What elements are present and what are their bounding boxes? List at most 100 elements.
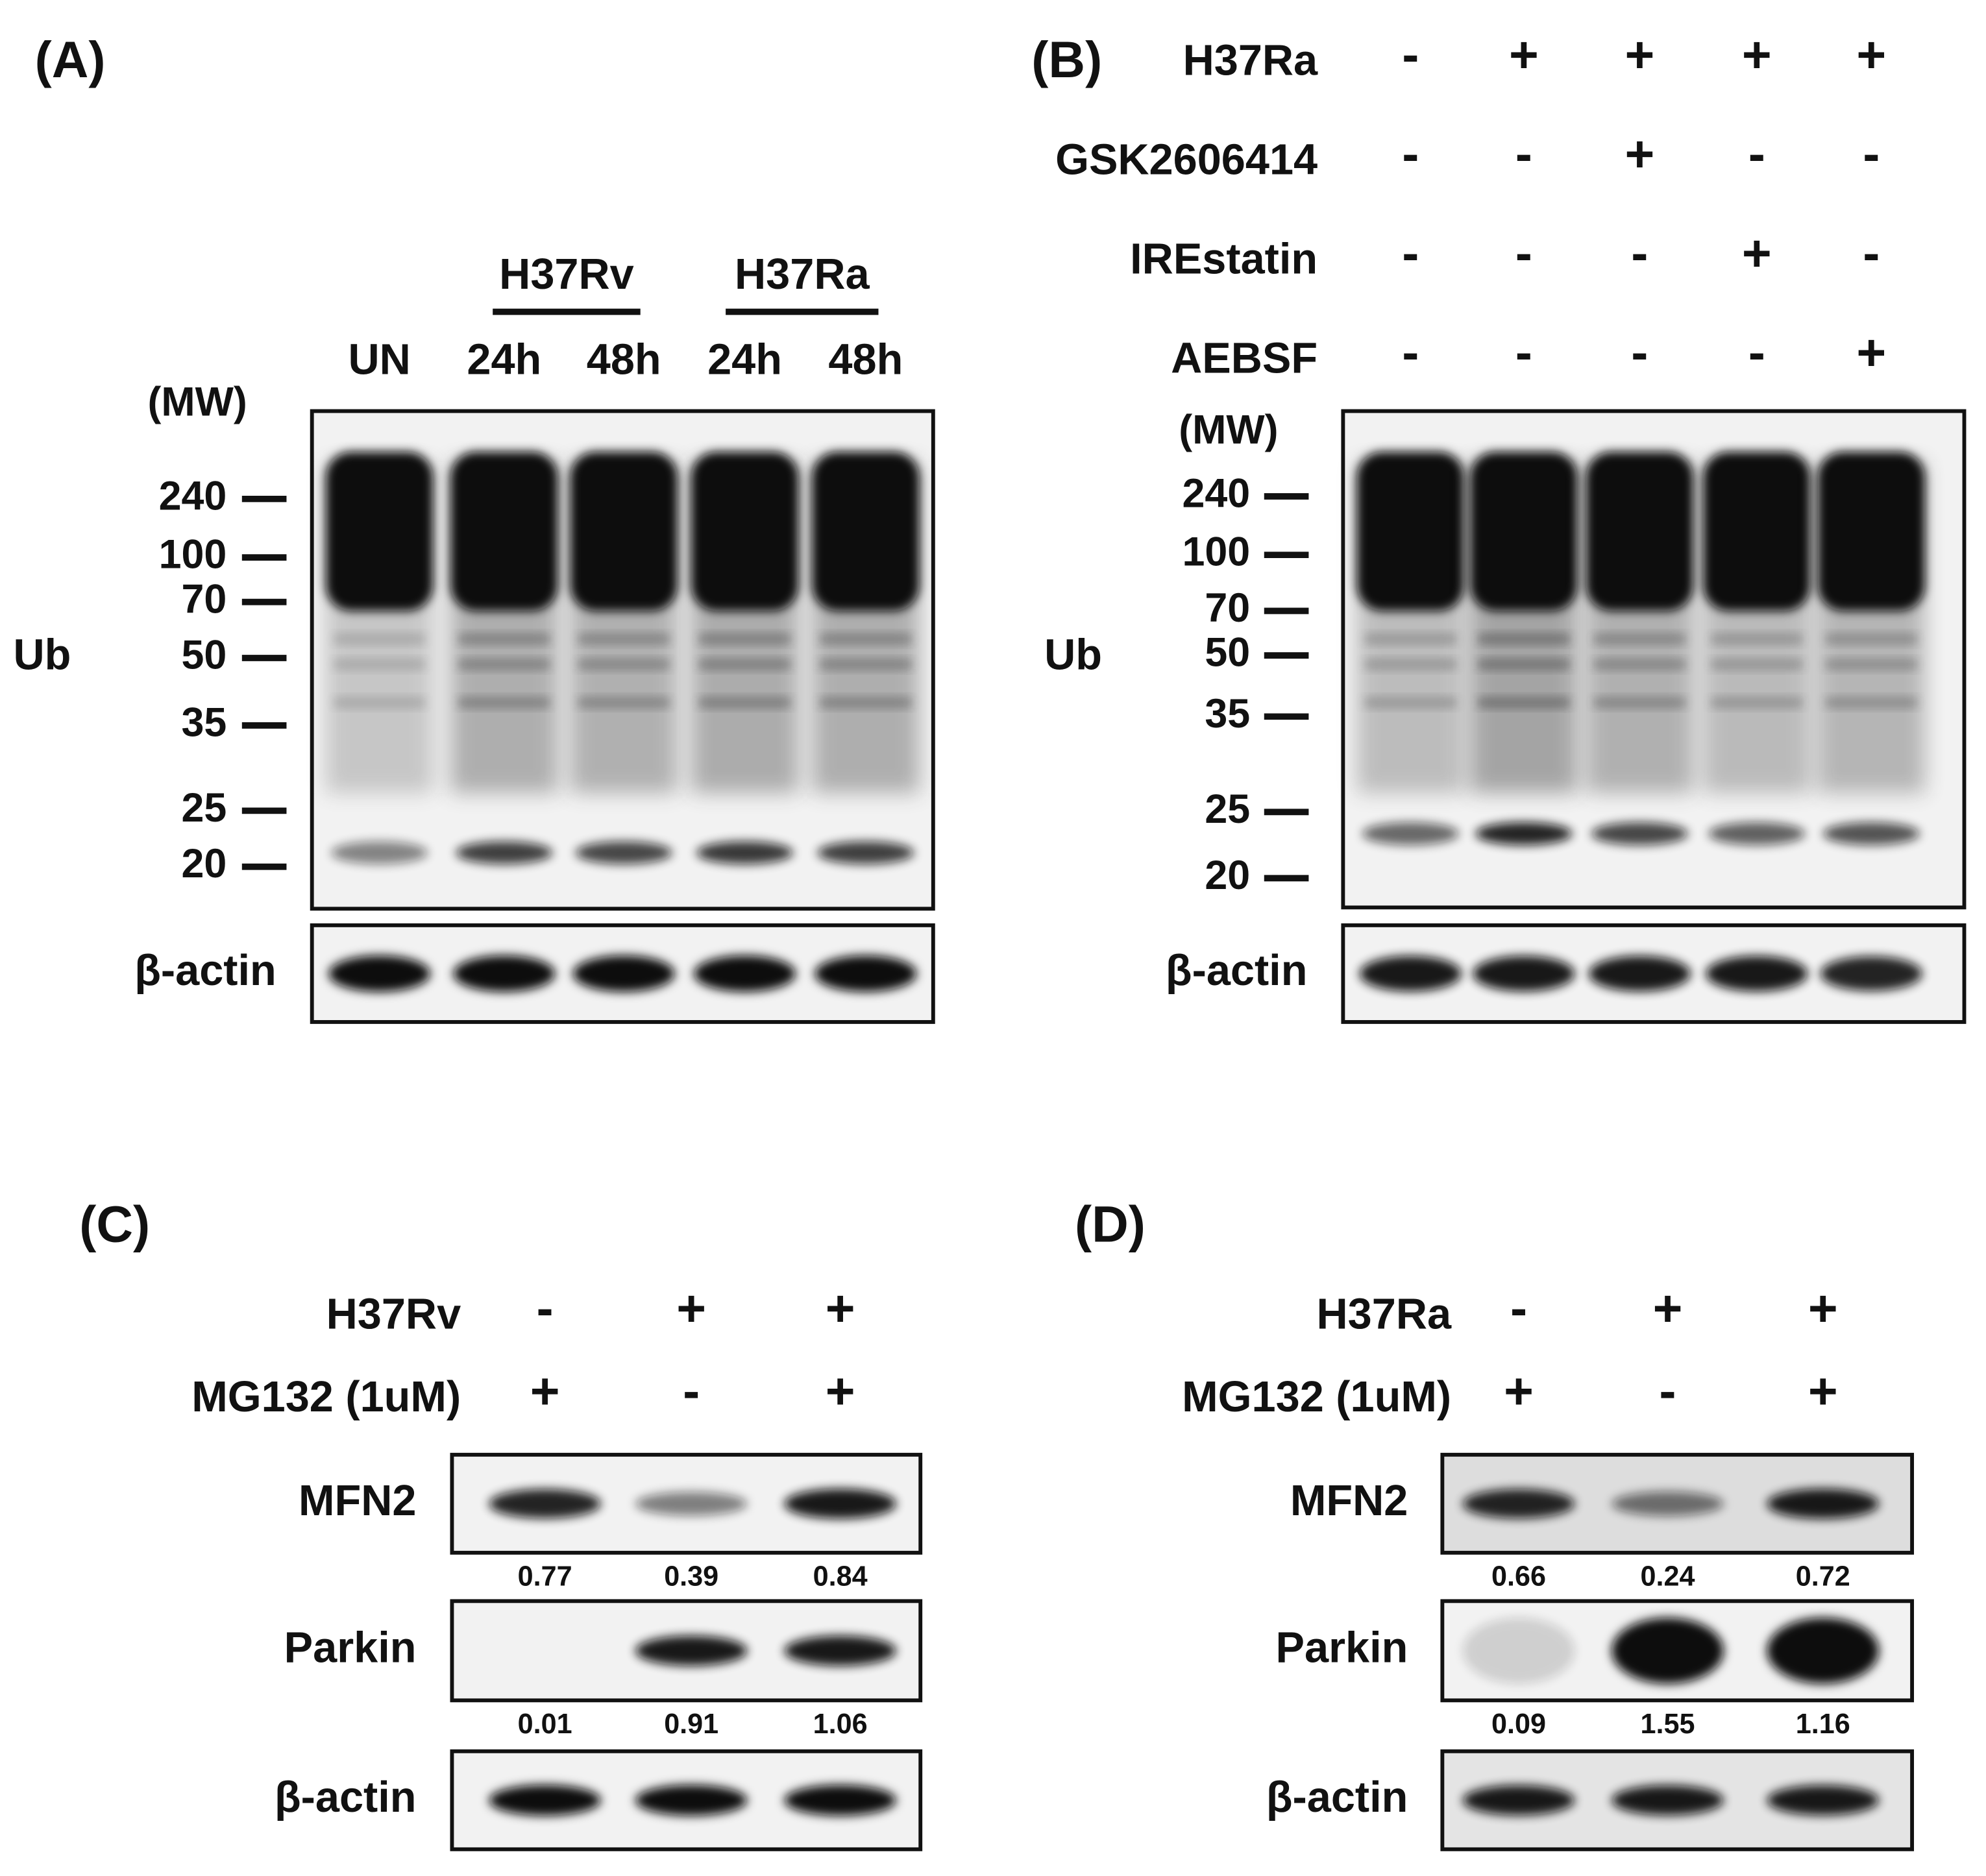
- low-mw-band: [1708, 822, 1806, 846]
- blot-frame: [450, 1452, 923, 1555]
- blot-frame: [310, 409, 935, 911]
- panel-label: (D): [1075, 1195, 1146, 1252]
- quantification: 0.66: [1491, 1561, 1546, 1592]
- panel-label: (C): [79, 1195, 150, 1252]
- ub-band: [334, 659, 426, 670]
- band: [572, 955, 675, 992]
- blot-frame: [1341, 923, 1967, 1024]
- blot-frame: [310, 923, 935, 1024]
- quantification: 0.09: [1491, 1709, 1546, 1740]
- ub-band: [578, 633, 670, 644]
- mw-marker: 35: [1205, 691, 1250, 737]
- blot-label: β-actin: [1166, 947, 1308, 995]
- condition-sign: -: [1402, 26, 1419, 83]
- quantification: 0.91: [664, 1709, 718, 1740]
- condition-sign: -: [1631, 225, 1648, 282]
- band: [784, 1489, 896, 1519]
- condition-label: H37Ra: [1183, 37, 1318, 85]
- low-mw-band: [1475, 822, 1573, 846]
- group-label: H37Ra: [735, 250, 870, 298]
- blot: [1341, 923, 1967, 1024]
- low-mw-band: [817, 841, 914, 864]
- mw-marker: 20: [1205, 853, 1250, 898]
- condition-sign: +: [1742, 225, 1772, 282]
- condition-sign: -: [1402, 324, 1419, 381]
- low-mw-band: [331, 841, 428, 864]
- blot: [450, 1749, 923, 1851]
- group-label: H37Rv: [499, 250, 634, 298]
- condition-sign: +: [826, 1362, 855, 1419]
- condition-sign: -: [1402, 125, 1419, 182]
- ub-band: [698, 697, 791, 708]
- condition-sign: -: [1515, 125, 1532, 182]
- blot-label: Ub: [1044, 631, 1102, 679]
- condition-sign: -: [1863, 125, 1880, 182]
- ub-band: [698, 633, 791, 644]
- band: [1706, 956, 1808, 992]
- blot: [1341, 409, 1967, 910]
- blot: [450, 1452, 923, 1555]
- blot-frame: [1440, 1599, 1915, 1703]
- condition-sign: +: [1509, 26, 1539, 83]
- condition-sign: +: [1742, 26, 1772, 83]
- ub-band: [458, 659, 550, 670]
- ub-band: [820, 697, 912, 708]
- band: [1462, 1785, 1575, 1816]
- high-mw-signal: [691, 452, 798, 611]
- ub-band: [1593, 697, 1686, 708]
- ub-band: [1593, 659, 1686, 670]
- ub-band: [1711, 697, 1803, 708]
- mw-marker: 240: [159, 473, 227, 518]
- band: [1359, 956, 1462, 992]
- mw-marker: 50: [181, 633, 227, 678]
- low-mw-band: [1362, 822, 1459, 846]
- high-mw-signal: [570, 452, 678, 611]
- condition-sign: +: [1808, 1362, 1838, 1419]
- ub-band: [1478, 659, 1570, 670]
- condition-label: MG132 (1uM): [1182, 1373, 1451, 1421]
- band: [1612, 1785, 1724, 1816]
- condition-sign: +: [1808, 1280, 1838, 1337]
- ub-band: [1364, 697, 1456, 708]
- blot-frame: [1440, 1452, 1915, 1555]
- mw-marker: 70: [181, 576, 227, 622]
- quantification: 1.06: [813, 1709, 868, 1740]
- condition-sign: +: [1856, 324, 1886, 381]
- panel-label: (A): [35, 31, 106, 88]
- band: [635, 1491, 748, 1516]
- quantification: 0.24: [1641, 1561, 1695, 1592]
- lane-label: 24h: [467, 336, 541, 384]
- ub-band: [1711, 659, 1803, 670]
- band: [1612, 1617, 1724, 1684]
- band: [453, 955, 556, 992]
- low-mw-band: [456, 841, 553, 864]
- condition-sign: +: [1504, 1362, 1534, 1419]
- mw-label: (MW): [148, 379, 247, 424]
- condition-label: H37Ra: [1317, 1291, 1452, 1339]
- ub-band: [1364, 659, 1456, 670]
- mw-marker: 70: [1205, 585, 1250, 631]
- blot: [1440, 1749, 1915, 1851]
- condition-sign: -: [1515, 225, 1532, 282]
- band: [489, 1785, 601, 1816]
- blot-label: MFN2: [1290, 1477, 1408, 1525]
- high-mw-signal: [1703, 452, 1811, 611]
- quantification: 1.55: [1641, 1709, 1695, 1740]
- band: [1588, 956, 1691, 992]
- high-mw-signal: [1817, 452, 1925, 611]
- high-mw-signal: [812, 452, 920, 611]
- low-mw-band: [1591, 822, 1688, 846]
- mw-marker: 25: [1205, 786, 1250, 832]
- lane-label: 48h: [828, 336, 903, 384]
- condition-sign: -: [1659, 1362, 1676, 1419]
- ub-band: [1593, 633, 1686, 644]
- band: [1473, 956, 1575, 992]
- mw-label: (MW): [1179, 407, 1278, 452]
- ub-band: [1825, 697, 1917, 708]
- ub-band: [1825, 633, 1917, 644]
- condition-sign: +: [530, 1362, 560, 1419]
- condition-sign: -: [1748, 125, 1765, 182]
- ub-band: [334, 697, 426, 708]
- condition-sign: -: [1863, 225, 1880, 282]
